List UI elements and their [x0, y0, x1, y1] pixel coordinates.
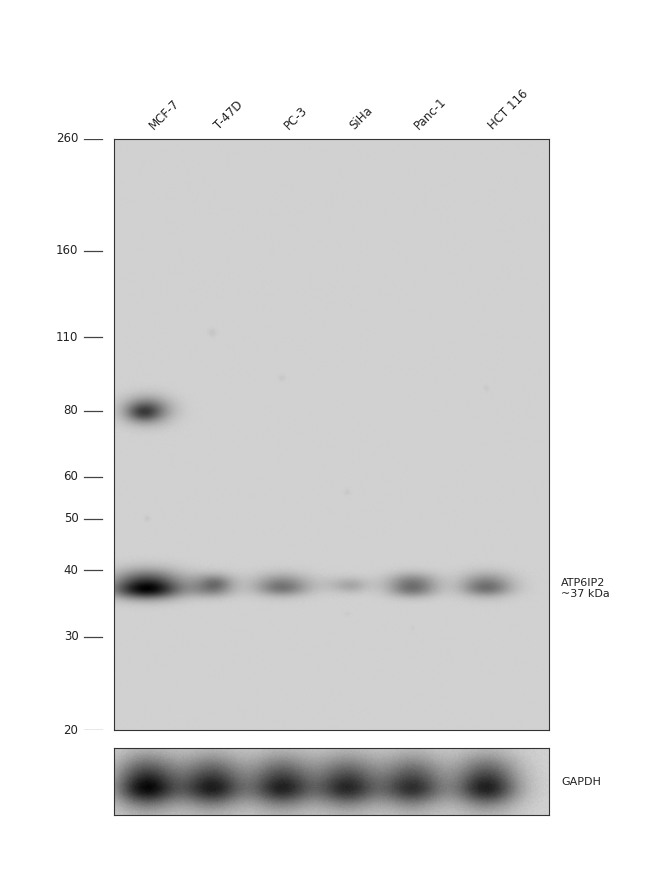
Text: 60: 60: [64, 470, 79, 484]
Text: 160: 160: [56, 245, 79, 257]
Text: 30: 30: [64, 630, 79, 643]
Text: 110: 110: [56, 331, 79, 344]
Text: 20: 20: [64, 724, 79, 737]
Text: 50: 50: [64, 513, 79, 525]
Text: PC-3: PC-3: [281, 103, 309, 132]
Text: GAPDH: GAPDH: [561, 777, 601, 787]
Text: MCF-7: MCF-7: [146, 97, 182, 132]
Text: ATP6IP2
~37 kDa: ATP6IP2 ~37 kDa: [561, 578, 610, 599]
Text: 40: 40: [64, 564, 79, 577]
Text: HCT 116: HCT 116: [486, 87, 531, 132]
Text: Panc-1: Panc-1: [412, 95, 449, 132]
Text: SiHa: SiHa: [346, 104, 375, 132]
Text: T-47D: T-47D: [212, 98, 246, 132]
Text: 80: 80: [64, 404, 79, 418]
Text: 260: 260: [56, 133, 79, 145]
